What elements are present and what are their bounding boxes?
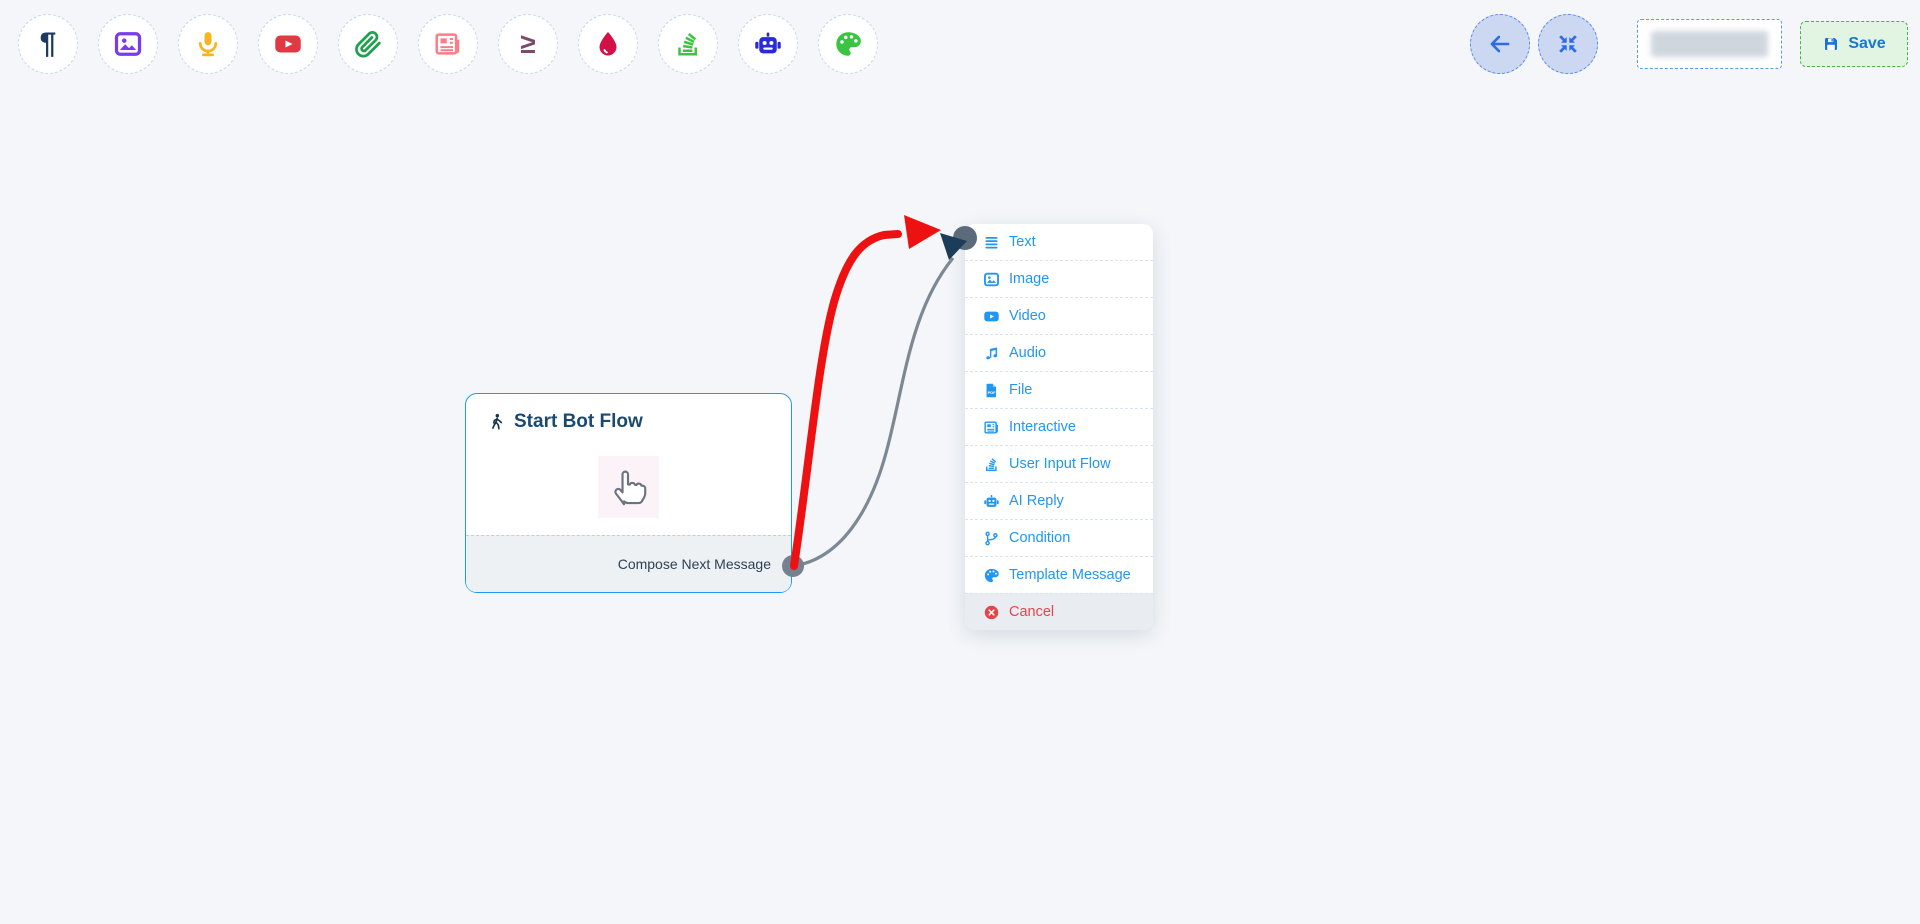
pdf-file-icon: PDF [983, 382, 1000, 399]
microphone-icon [193, 29, 223, 59]
menu-item-label: Video [1009, 308, 1046, 324]
stack-icon [983, 456, 1000, 473]
fit-view-button[interactable] [1538, 14, 1598, 74]
menu-item-label: File [1009, 382, 1033, 398]
youtube-icon [273, 29, 303, 59]
save-button[interactable]: Save [1800, 21, 1908, 67]
toolbar-button-greater-equal[interactable]: ≥ [498, 14, 558, 74]
toolbar-button-microphone[interactable] [178, 14, 238, 74]
pilcrow-icon: ¶ [39, 27, 57, 60]
mouse-cursor-overlay [598, 456, 659, 518]
greater-equal-icon: ≥ [520, 28, 536, 59]
stack-icon [673, 29, 703, 59]
text-lines-icon [983, 234, 1000, 251]
toolbar-button-newspaper[interactable] [418, 14, 478, 74]
red-edge-path [790, 230, 902, 570]
menu-item-file[interactable]: PDF File [965, 371, 1153, 408]
hand-pointer-cursor-icon [613, 470, 646, 506]
redacted-flow-name [1651, 31, 1768, 57]
video-icon [983, 308, 1000, 325]
menu-item-label: Audio [1009, 345, 1047, 361]
toolbar-button-palette[interactable] [818, 14, 878, 74]
robot-icon [983, 493, 1000, 510]
image-icon [983, 271, 1000, 288]
top-bar: ¶ ≥ Save [0, 0, 1920, 74]
menu-item-label: Cancel [1009, 604, 1055, 620]
palette-icon [983, 567, 1000, 584]
gray-edge-path [792, 256, 955, 568]
newspaper-icon [983, 419, 1000, 436]
back-button[interactable] [1470, 14, 1530, 74]
image-icon [113, 29, 143, 59]
palette-icon [833, 29, 863, 59]
arrow-left-icon [1487, 31, 1513, 57]
node-header: Start Bot Flow [466, 394, 791, 433]
menu-item-label: AI Reply [1009, 493, 1064, 509]
menu-item-cancel[interactable]: Cancel [965, 593, 1153, 630]
menu-item-user-input-flow[interactable]: User Input Flow [965, 445, 1153, 482]
water-drop-icon [593, 29, 623, 59]
menu-item-label: Image [1009, 271, 1050, 287]
menu-item-label: Template Message [1009, 567, 1131, 583]
red-arrowhead-icon [904, 215, 941, 249]
start-bot-flow-node[interactable]: Start Bot Flow Compose Next Message [465, 393, 792, 593]
menu-item-video[interactable]: Video [965, 297, 1153, 334]
compose-next-message-label[interactable]: Compose Next Message [617, 556, 771, 572]
toolbar-button-paperclip[interactable] [338, 14, 398, 74]
toolbar-button-pilcrow[interactable]: ¶ [18, 14, 78, 74]
node-title: Start Bot Flow [514, 411, 643, 432]
menu-item-text[interactable]: Text [965, 224, 1153, 260]
menu-item-ai-reply[interactable]: AI Reply [965, 482, 1153, 519]
save-button-label: Save [1848, 35, 1886, 52]
menu-item-condition[interactable]: Condition [965, 519, 1153, 556]
menu-item-label: Text [1009, 234, 1036, 250]
menu-item-label: Condition [1009, 530, 1071, 546]
toolbar-button-youtube[interactable] [258, 14, 318, 74]
header-actions: Save [1470, 14, 1908, 74]
walking-person-icon [492, 413, 503, 430]
menu-item-audio[interactable]: Audio [965, 334, 1153, 371]
compress-icon [1555, 31, 1581, 57]
svg-text:PDF: PDF [988, 390, 996, 395]
toolbar-button-water-drop[interactable] [578, 14, 638, 74]
add-node-context-menu: Text Image Video Audio PDF File Interactive Use… [965, 224, 1153, 630]
toolbar-button-stack[interactable] [658, 14, 718, 74]
menu-item-image[interactable]: Image [965, 260, 1153, 297]
toolbar-button-robot[interactable] [738, 14, 798, 74]
flow-name-input[interactable] [1637, 19, 1782, 69]
node-footer: Compose Next Message [466, 535, 791, 592]
cancel-icon [983, 604, 1000, 621]
music-note-icon [983, 345, 1000, 362]
save-icon [1822, 35, 1840, 53]
paperclip-icon [353, 29, 383, 59]
navy-arrowhead-icon [940, 233, 967, 260]
toolbar-button-image[interactable] [98, 14, 158, 74]
newspaper-icon [433, 29, 463, 59]
menu-item-label: Interactive [1009, 419, 1076, 435]
menu-item-interactive[interactable]: Interactive [965, 408, 1153, 445]
node-palette-toolbar: ¶ ≥ [18, 14, 878, 74]
robot-icon [753, 29, 783, 59]
menu-item-template-message[interactable]: Template Message [965, 556, 1153, 593]
branch-icon [983, 530, 1000, 547]
menu-item-label: User Input Flow [1009, 456, 1111, 472]
